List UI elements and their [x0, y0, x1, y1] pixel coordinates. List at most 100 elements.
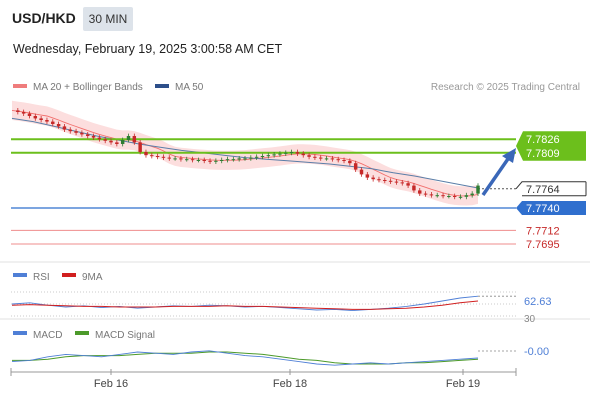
candle-body — [388, 180, 393, 182]
rsi-ma-legend-swatch — [62, 273, 76, 277]
candle-body — [196, 160, 201, 161]
candle-body — [214, 160, 218, 162]
candle-body — [458, 196, 463, 198]
last-price-box — [515, 181, 587, 197]
candle-body — [289, 152, 294, 153]
candle-body — [353, 163, 358, 170]
candle-body — [39, 118, 43, 120]
resistance-label-box — [516, 131, 586, 161]
candle-body — [68, 129, 72, 132]
credit-label: Research © 2025 Trading Central — [431, 82, 580, 93]
datetime-label: Wednesday, February 19, 2025 3:00:58 AM … — [13, 42, 282, 56]
last-price-label: 7.7764 — [526, 184, 560, 196]
candle-body — [80, 132, 84, 135]
ma50-legend-swatch — [155, 84, 169, 88]
candle-body — [27, 113, 32, 116]
rsi-ma-line — [11, 300, 479, 310]
rsi-legend-label: RSI — [33, 272, 50, 283]
candle-body — [219, 160, 224, 161]
support-label-2: 7.7695 — [526, 239, 560, 251]
candle-body — [307, 155, 311, 157]
candle-body — [348, 160, 352, 164]
candle-body — [115, 142, 119, 144]
resistance-label-1: 7.7826 — [526, 134, 560, 146]
rsi-plot: 30 62.63 — [11, 291, 552, 325]
candle-body — [423, 193, 428, 195]
macd-signal-legend-label: MACD Signal — [95, 330, 155, 341]
candle-body — [418, 190, 422, 194]
rsi-level-label-30: 30 — [524, 314, 536, 325]
candle-body — [324, 158, 329, 160]
candle-body — [179, 158, 183, 160]
candle-body — [394, 181, 399, 183]
candle-body — [266, 155, 271, 157]
rsi-value-label: 62.63 — [524, 296, 552, 308]
candle-body — [295, 152, 300, 154]
x-tick-label: Feb 16 — [94, 378, 128, 390]
candle-body — [231, 159, 236, 161]
timeframe-badge[interactable] — [83, 7, 133, 31]
x-tick-label: Feb 19 — [446, 378, 480, 390]
pivot-label-box — [516, 201, 586, 215]
ma50-legend-label: MA 50 — [175, 82, 204, 93]
candle-body — [400, 182, 405, 184]
candle-body — [441, 195, 445, 197]
candle-body — [185, 159, 189, 161]
candle-body — [406, 183, 410, 186]
pivot-label: 7.7740 — [526, 203, 560, 215]
candle-body — [62, 126, 67, 130]
candle-body — [429, 194, 434, 196]
candle-body — [16, 110, 20, 112]
candle-body — [435, 195, 439, 197]
candle-body — [225, 159, 230, 161]
rsi-legend-swatch — [13, 273, 27, 277]
candle-body — [377, 179, 381, 181]
candle-body — [342, 160, 346, 161]
candle-body — [278, 153, 282, 155]
candle-body — [190, 159, 195, 161]
candle-body — [103, 139, 107, 141]
candle-body — [120, 140, 125, 144]
candle-body — [237, 158, 241, 160]
candle-body — [330, 158, 335, 160]
candle-body — [243, 158, 247, 160]
rsi-ma-legend-label: 9MA — [82, 272, 103, 283]
candle-body — [452, 196, 457, 197]
candle-body — [91, 136, 96, 138]
candle-body — [51, 121, 55, 124]
candle-body — [109, 140, 113, 143]
candle-body — [85, 134, 90, 136]
ma20-legend-swatch — [13, 84, 27, 88]
candle-body — [138, 142, 142, 152]
macd-legend-label: MACD — [33, 330, 62, 341]
candle-body — [272, 154, 276, 156]
candle-body — [56, 124, 61, 127]
x-tick-label: Feb 18 — [273, 378, 307, 390]
price-levels — [11, 138, 516, 245]
candle-body — [336, 159, 340, 161]
candlesticks — [16, 108, 480, 200]
candle-body — [383, 180, 387, 181]
candle-body — [173, 158, 177, 160]
candle-body — [97, 137, 102, 140]
candle-body — [254, 156, 259, 158]
timeframe-label: 30 MIN — [89, 12, 128, 26]
candle-body — [144, 152, 148, 156]
candle-body — [208, 160, 212, 162]
candle-body — [318, 157, 323, 159]
candle-body — [45, 120, 49, 122]
candle-body — [132, 136, 137, 143]
candle-body — [126, 136, 131, 140]
x-axis-ticks: Feb 16 Feb 18 Feb 19 — [94, 369, 480, 390]
candle-body — [33, 116, 38, 119]
candle-body — [284, 152, 288, 154]
macd-signal-legend-swatch — [75, 331, 89, 335]
candle-body — [464, 195, 469, 197]
candle-body — [301, 153, 305, 156]
candle-body — [476, 185, 480, 194]
candle-body — [74, 131, 78, 133]
candle-body — [21, 112, 26, 114]
macd-plot: -0.00 — [11, 346, 549, 366]
candle-body — [150, 155, 154, 157]
